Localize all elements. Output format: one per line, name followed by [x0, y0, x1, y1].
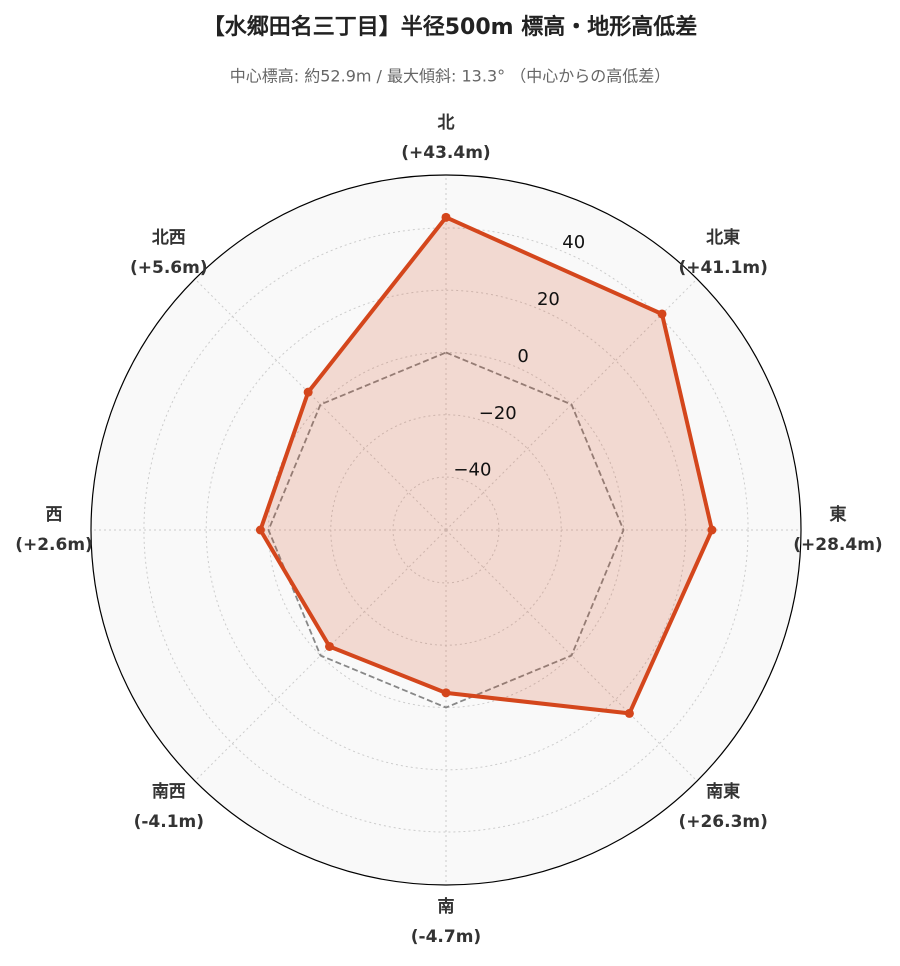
r-tick-label: 20: [537, 289, 560, 310]
category-label: 東: [830, 504, 847, 525]
grid-spoke: [194, 278, 447, 531]
value-label: (+28.4m): [793, 535, 882, 555]
grid-circle: [205, 289, 687, 771]
value-label: (-4.7m): [411, 927, 481, 947]
data-point: [441, 688, 451, 698]
value-label: (+2.6m): [15, 535, 93, 555]
data-point: [707, 525, 717, 535]
data-point: [441, 212, 451, 222]
data-point: [624, 708, 634, 718]
reference-line: [267, 351, 625, 709]
chart-subtitle: 中心標高: 約52.9m / 最大傾斜: 13.3° （中心からの高低差）: [230, 67, 670, 86]
category-label: 南: [438, 896, 455, 917]
value-label: (+26.3m): [678, 812, 767, 832]
category-label: 西: [46, 505, 63, 525]
category-label: 北: [438, 113, 455, 133]
data-point: [255, 525, 265, 535]
r-tick-label: −20: [479, 403, 517, 424]
value-label: (+43.4m): [401, 143, 490, 163]
grid-spoke: [445, 278, 698, 531]
value-label: (+41.1m): [678, 258, 767, 278]
r-tick-label: 0: [517, 346, 528, 367]
plot-border: [90, 174, 802, 886]
r-tick-label: 40: [562, 232, 585, 253]
value-label: (-4.1m): [134, 812, 204, 832]
category-label: 南東: [706, 781, 740, 802]
grid-spoke: [194, 529, 447, 782]
category-label: 北東: [706, 227, 740, 248]
grid-circle: [392, 476, 500, 584]
data-point: [303, 387, 313, 397]
category-label: 北西: [152, 228, 186, 248]
chart-title: 【水郷田名三丁目】半径500m 標高・地形高低差: [203, 14, 698, 40]
r-tick-label: −40: [453, 460, 491, 481]
grid-circle: [143, 227, 749, 833]
grid-spoke: [445, 529, 698, 782]
category-label: 南西: [152, 781, 186, 802]
data-point: [657, 309, 667, 319]
data-point: [325, 641, 335, 651]
value-label: (+5.6m): [130, 258, 208, 278]
